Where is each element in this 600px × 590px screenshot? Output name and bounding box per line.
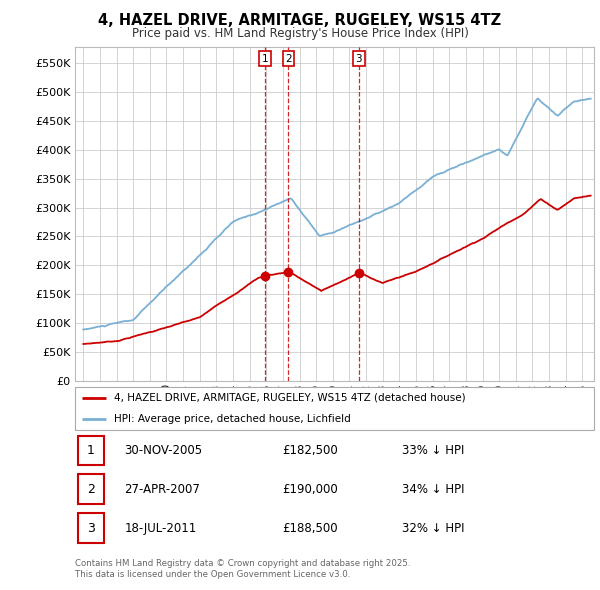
Text: 27-APR-2007: 27-APR-2007 [124, 483, 200, 496]
Text: HPI: Average price, detached house, Lichfield: HPI: Average price, detached house, Lich… [114, 414, 350, 424]
FancyBboxPatch shape [75, 387, 594, 430]
Text: 3: 3 [355, 54, 362, 64]
Text: 30-NOV-2005: 30-NOV-2005 [124, 444, 202, 457]
Text: 2: 2 [285, 54, 292, 64]
Text: Price paid vs. HM Land Registry's House Price Index (HPI): Price paid vs. HM Land Registry's House … [131, 27, 469, 40]
Text: Contains HM Land Registry data © Crown copyright and database right 2025.: Contains HM Land Registry data © Crown c… [75, 559, 410, 568]
Text: 1: 1 [86, 444, 95, 457]
Text: 1: 1 [262, 54, 268, 64]
FancyBboxPatch shape [77, 474, 104, 504]
Text: 33% ↓ HPI: 33% ↓ HPI [402, 444, 464, 457]
Text: This data is licensed under the Open Government Licence v3.0.: This data is licensed under the Open Gov… [75, 571, 350, 579]
Text: £190,000: £190,000 [283, 483, 338, 496]
Text: 18-JUL-2011: 18-JUL-2011 [124, 522, 197, 535]
FancyBboxPatch shape [77, 435, 104, 465]
Text: £182,500: £182,500 [283, 444, 338, 457]
Text: £188,500: £188,500 [283, 522, 338, 535]
Text: 4, HAZEL DRIVE, ARMITAGE, RUGELEY, WS15 4TZ: 4, HAZEL DRIVE, ARMITAGE, RUGELEY, WS15 … [98, 13, 502, 28]
Text: 32% ↓ HPI: 32% ↓ HPI [402, 522, 464, 535]
Text: 4, HAZEL DRIVE, ARMITAGE, RUGELEY, WS15 4TZ (detached house): 4, HAZEL DRIVE, ARMITAGE, RUGELEY, WS15 … [114, 393, 466, 402]
Text: 2: 2 [86, 483, 95, 496]
Text: 34% ↓ HPI: 34% ↓ HPI [402, 483, 464, 496]
FancyBboxPatch shape [77, 513, 104, 543]
Text: 3: 3 [86, 522, 95, 535]
